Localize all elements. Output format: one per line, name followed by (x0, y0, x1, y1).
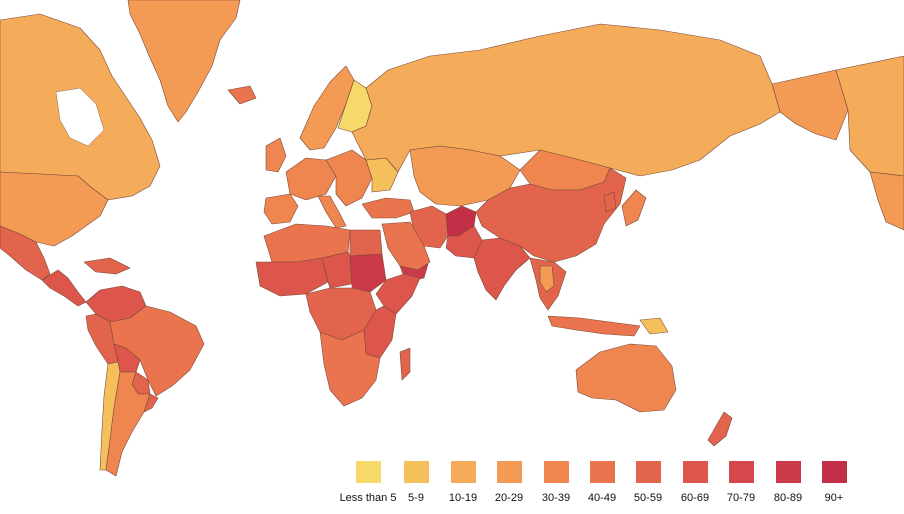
legend-item-70-79: 70-79 (711, 460, 771, 510)
united-kingdom[interactable] (265, 137, 287, 173)
legend-label: 80-89 (773, 492, 803, 504)
thailand[interactable] (539, 265, 555, 293)
papua-new-guinea[interactable] (639, 317, 669, 335)
legend-swatch (636, 461, 661, 483)
indonesia[interactable] (547, 315, 641, 337)
legend-label: 70-79 (726, 492, 756, 504)
sudan[interactable] (349, 253, 387, 293)
legend-swatch (356, 461, 381, 483)
iceland[interactable] (227, 85, 257, 105)
hudson-bay (55, 87, 105, 147)
legend-swatch (404, 461, 429, 483)
legend-item-80-89: 80-89 (758, 460, 818, 510)
legend-label: 60-69 (680, 492, 710, 504)
legend-swatch (590, 461, 615, 483)
legend-label: 30-39 (541, 492, 571, 504)
legend-item-40-49: 40-49 (572, 460, 632, 510)
legend-label: 10-19 (448, 492, 478, 504)
australia[interactable] (575, 343, 677, 413)
legend-label: 90+ (824, 492, 844, 504)
egypt[interactable] (349, 229, 383, 257)
legend-label: 5-9 (408, 492, 424, 504)
legend-item-10-19: 10-19 (433, 460, 493, 510)
mexico[interactable] (0, 225, 51, 281)
western-europe[interactable] (285, 157, 337, 201)
italy[interactable] (317, 195, 347, 229)
legend-swatch (822, 461, 847, 483)
north-korea[interactable] (603, 191, 617, 213)
legend-label: 40-49 (587, 492, 617, 504)
legend-swatch (683, 461, 708, 483)
legend-item-5-9: 5-9 (386, 460, 446, 510)
united-states-west-edge[interactable] (869, 171, 904, 231)
japan[interactable] (621, 189, 647, 227)
legend-item-30-39: 30-39 (526, 460, 586, 510)
legend-item-50-59: 50-59 (618, 460, 678, 510)
legend-item-60-69: 60-69 (665, 460, 725, 510)
legend-swatch (497, 461, 522, 483)
legend-swatch (544, 461, 569, 483)
madagascar[interactable] (399, 347, 411, 381)
legend-item-90-plus: 90+ (804, 460, 864, 510)
legend-swatch (729, 461, 754, 483)
china[interactable] (475, 167, 627, 263)
legend-label: 50-59 (633, 492, 663, 504)
uruguay[interactable] (143, 393, 159, 413)
legend-label: Less than 5 (339, 492, 397, 504)
caribbean[interactable] (83, 257, 131, 275)
alaska[interactable] (771, 69, 849, 141)
legend-swatch (776, 461, 801, 483)
iberia[interactable] (263, 193, 299, 225)
india[interactable] (473, 237, 531, 301)
legend-item-20-29: 20-29 (479, 460, 539, 510)
west-africa[interactable] (255, 257, 329, 297)
legend-swatch (451, 461, 476, 483)
argentina[interactable] (105, 371, 151, 477)
new-zealand[interactable] (707, 411, 733, 447)
turkey[interactable] (361, 197, 415, 219)
legend-item-less-than-5: Less than 5 (330, 460, 396, 510)
greenland[interactable] (127, 0, 241, 123)
canada-east-edge[interactable] (835, 55, 904, 177)
eastern-europe[interactable] (325, 149, 373, 207)
southern-africa[interactable] (319, 329, 381, 407)
ethiopia-somalia[interactable] (375, 273, 421, 315)
arabia[interactable] (381, 221, 431, 271)
legend: Less than 5 5-9 10-19 20-29 30-39 40-49 … (338, 460, 858, 510)
legend-label: 20-29 (494, 492, 524, 504)
